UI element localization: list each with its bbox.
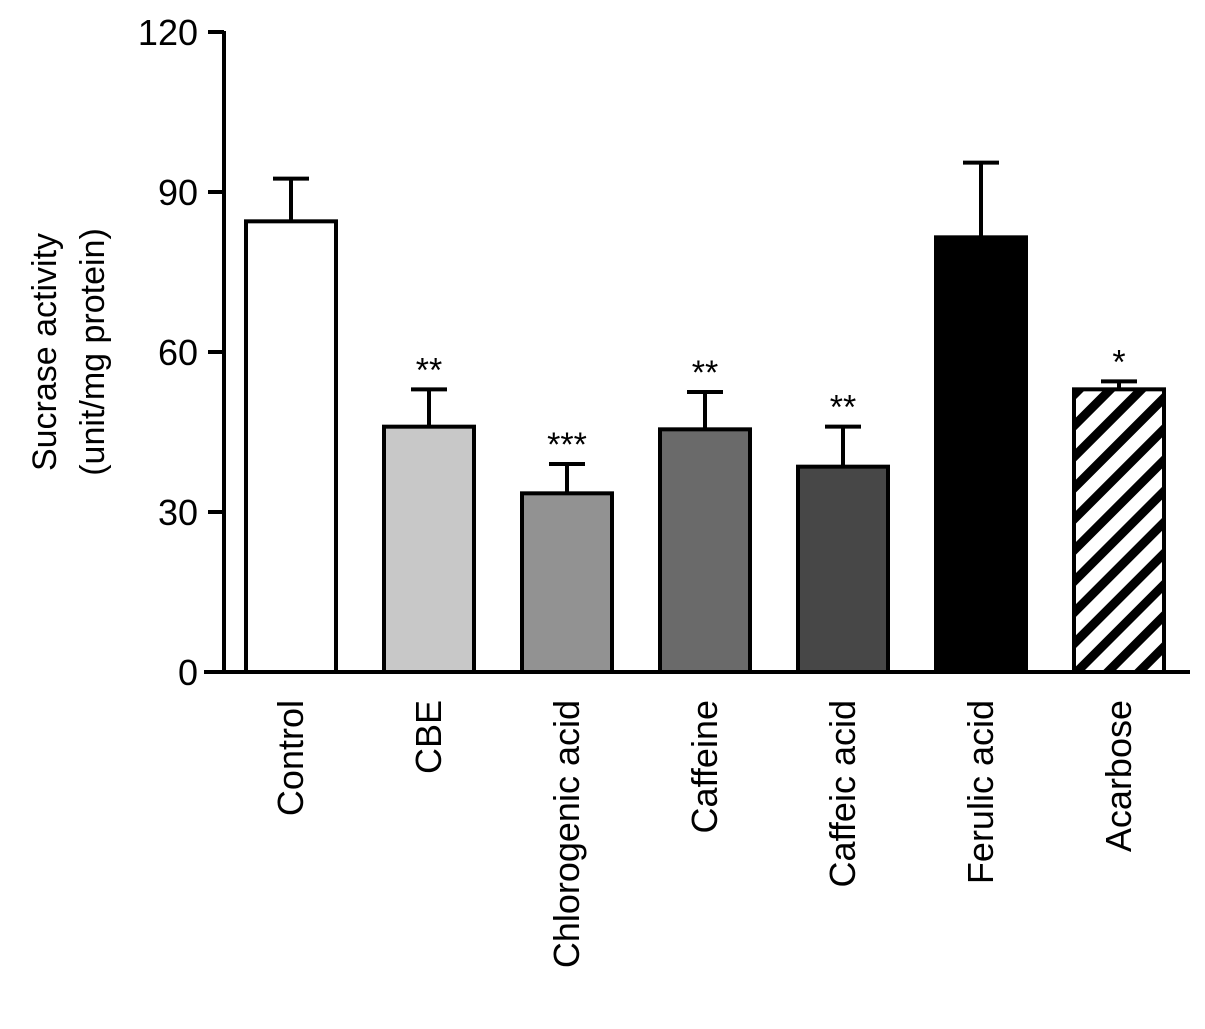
bars-group: ********** (244, 160, 1166, 675)
y-tick-label: 90 (158, 172, 198, 213)
bar (244, 219, 338, 674)
significance-label: ** (830, 389, 856, 427)
y-axis-title: Sucrase activity (unit/mg protein) (26, 228, 112, 476)
significance-label: *** (547, 426, 587, 464)
bar-group: * (1072, 343, 1166, 674)
y-axis: 0 30 60 90 120 (138, 12, 226, 693)
bar (382, 424, 476, 674)
significance-label: ** (416, 351, 442, 389)
y-tick-label: 60 (158, 332, 198, 373)
bar (796, 464, 890, 674)
x-tick-label: Chlorogenic acid (546, 700, 587, 968)
bar-group: ** (796, 389, 890, 674)
bar (934, 235, 1028, 674)
bar (520, 491, 614, 675)
bar-group: ** (658, 354, 752, 675)
y-tick-label: 120 (138, 12, 198, 53)
x-tick-label: CBE (408, 700, 449, 774)
y-tick-label: 30 (158, 492, 198, 533)
y-axis-title-line-2: (unit/mg protein) (74, 228, 112, 476)
bar (1072, 387, 1166, 674)
bar-group (244, 176, 338, 674)
x-tick-label: Caffeic acid (822, 700, 863, 887)
x-tick-label: Ferulic acid (960, 700, 1001, 884)
y-axis-title-line-1: Sucrase activity (26, 233, 64, 471)
significance-label: ** (692, 354, 718, 392)
x-tick-label: Control (270, 700, 311, 816)
bar-group (934, 160, 1028, 674)
bar-group: ** (382, 351, 476, 674)
x-tick-label: Acarbose (1098, 700, 1139, 852)
x-axis: Control CBE Chlorogenic acid Caffeine Caffei… (204, 670, 1190, 968)
bar (658, 427, 752, 675)
x-tick-label: Caffeine (684, 700, 725, 833)
significance-label: * (1112, 343, 1125, 381)
bar-group: *** (520, 426, 614, 675)
y-tick-label: 0 (178, 652, 198, 693)
